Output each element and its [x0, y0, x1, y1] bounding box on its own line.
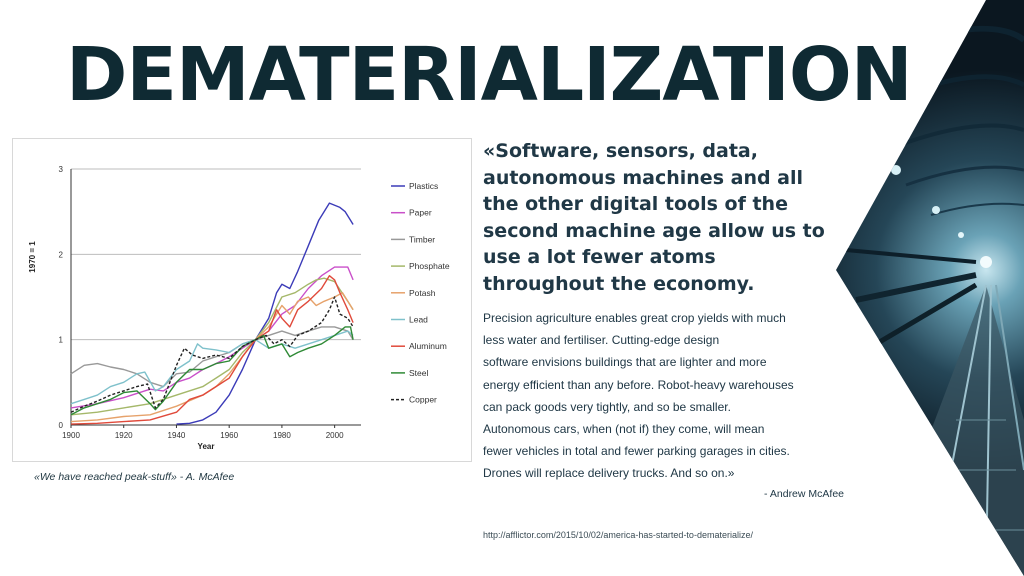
legend-label: Paper: [409, 208, 432, 218]
legend-label: Plastics: [409, 181, 438, 191]
body-line: energy efficient than any before. Robot-…: [483, 377, 794, 392]
series-line-paper: [70, 266, 354, 409]
y-tick-label: 2: [59, 250, 64, 259]
legend-label: Aluminum: [409, 341, 447, 351]
series-line-lead: [70, 330, 354, 405]
series-line-timber: [70, 326, 354, 388]
tunnel-photo: [836, 0, 1024, 576]
y-tick-label: 1: [59, 336, 64, 345]
y-axis-label: 1970 = 1: [28, 241, 37, 273]
quote-text: «Software, sensors, data, autonomous mac…: [483, 140, 825, 295]
legend-label: Potash: [409, 288, 436, 298]
quote-author: - Andrew McAfee: [764, 488, 844, 500]
chart-caption: «We have reached peak-stuff» - A. McAfee: [34, 471, 235, 483]
body-line: Precision agriculture enables great crop…: [483, 311, 786, 325]
body-text: Precision agriculture enables great crop…: [483, 307, 835, 485]
legend-label: Copper: [409, 395, 437, 405]
series-line-potash: [70, 292, 354, 423]
x-tick-label: 1980: [273, 431, 291, 440]
body-line: less water and fertiliser. Cutting-edge …: [483, 333, 720, 348]
series-line-steel: [70, 326, 354, 416]
legend-label: Lead: [409, 315, 428, 325]
series-line-aluminum: [70, 275, 354, 425]
y-tick-label: 0: [59, 421, 64, 430]
body-line: fewer vehicles in total and fewer parkin…: [483, 444, 790, 459]
legend-label: Phosphate: [409, 261, 450, 271]
chart-figure: 0 1 2 3 1900 1920 1940 1960 1980 2000 Year 1970 = 1…: [12, 138, 472, 462]
series-line-plastics: [176, 202, 354, 425]
body-line: software envisions buildings that are li…: [483, 355, 767, 370]
source-url: http://afflictor.com/2015/10/02/america-…: [483, 530, 753, 540]
line-chart: 0 1 2 3 1900 1920 1940 1960 1980 2000 Year 1970 = 1…: [28, 165, 450, 451]
body-line: Drones will replace delivery trucks. And…: [483, 466, 735, 481]
x-tick-label: 2000: [326, 431, 344, 440]
x-tick-label: 1960: [220, 431, 238, 440]
y-tick-label: 3: [59, 165, 64, 174]
series-line-copper: [70, 296, 354, 413]
x-tick-label: 1940: [168, 431, 186, 440]
legend-label: Steel: [409, 368, 428, 378]
legend-label: Timber: [409, 234, 435, 244]
x-tick-label: 1920: [115, 431, 133, 440]
x-tick-label: 1900: [62, 431, 80, 440]
body-line: can pack goods very tightly, and so be s…: [483, 399, 731, 414]
slide-title: DEMATERIALIZATION: [66, 32, 913, 118]
body-line: Autonomous cars, when (not if) they come…: [483, 422, 765, 437]
x-axis-label: Year: [198, 442, 215, 451]
